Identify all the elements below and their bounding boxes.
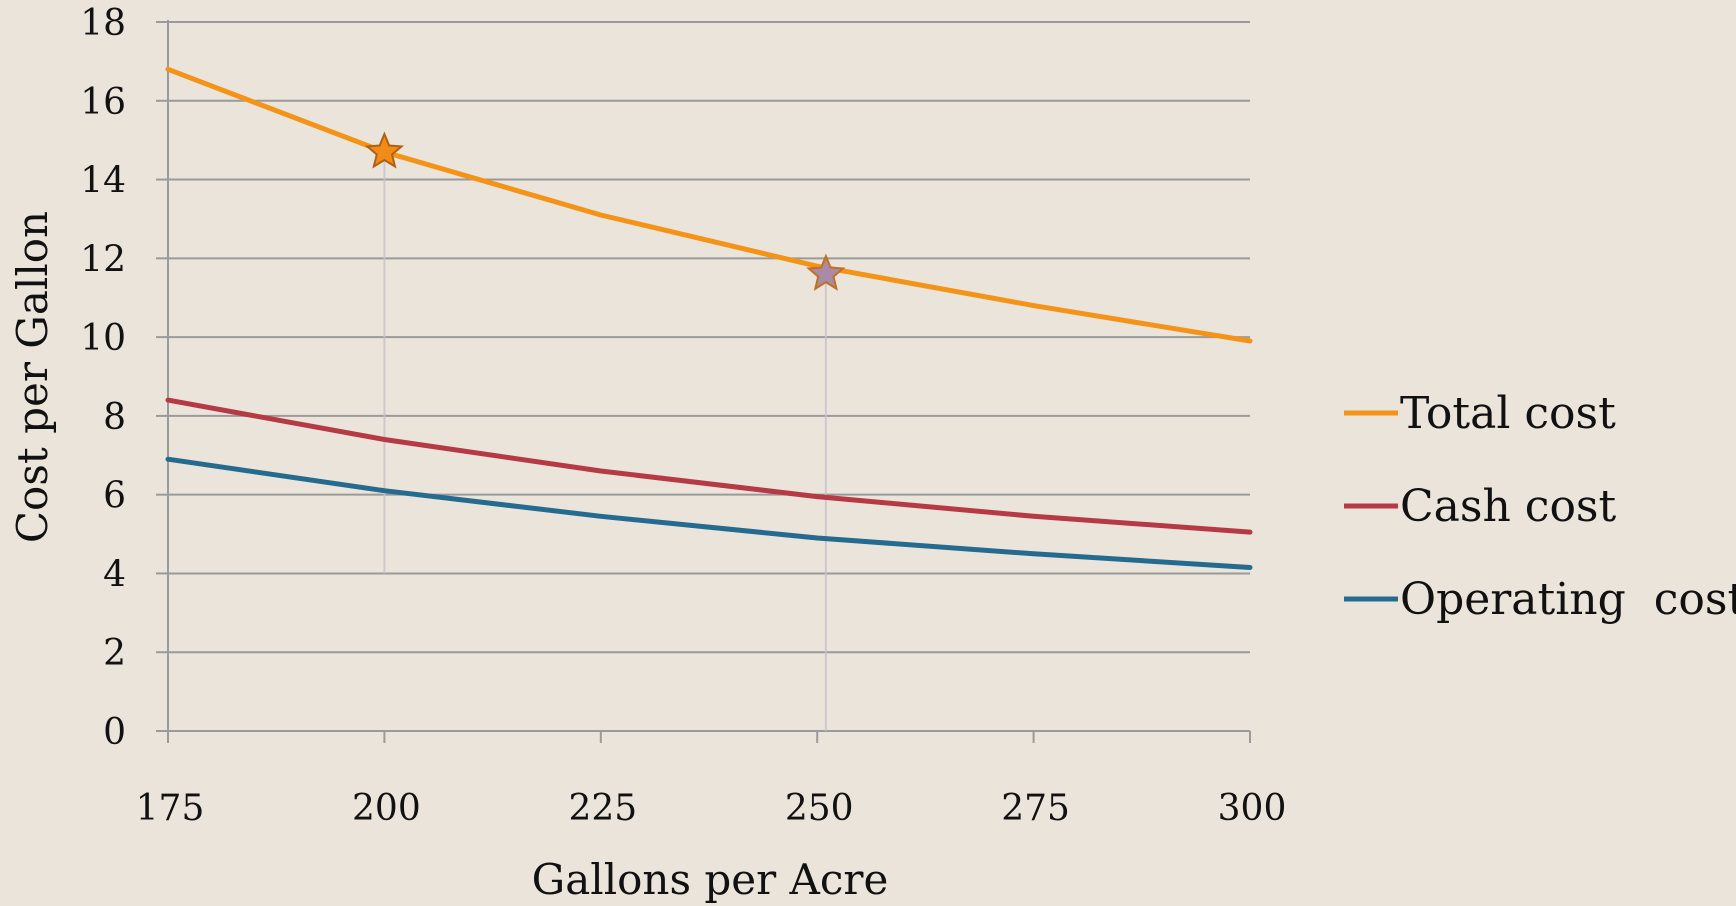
y-tick-label: 0 (103, 712, 126, 753)
star-marker-1 (364, 131, 405, 169)
legend-label-1: Total cost (1400, 388, 1616, 439)
y-tick-label: 10 (80, 318, 126, 359)
legend-label-2: Cash cost (1400, 481, 1617, 532)
annotation-markers (364, 131, 846, 291)
y-tick-label: 12 (80, 239, 126, 280)
x-axis-tick-labels: 175 200 225 250 275 300 (136, 788, 1287, 829)
legend: Total cost Cash cost Operating cost (1344, 388, 1736, 625)
x-axis-title: Gallons per Acre (532, 855, 889, 904)
x-tick-label: 225 (568, 788, 637, 829)
series-line-2 (165, 397, 1253, 535)
y-tick-label: 4 (103, 554, 126, 595)
gridlines (168, 21, 1250, 654)
series-lines (165, 66, 1253, 570)
x-tick-label: 175 (136, 788, 205, 829)
y-tick-label: 14 (80, 161, 126, 202)
x-tick-label: 275 (1001, 788, 1070, 829)
y-tick-label: 16 (80, 82, 126, 123)
y-tick-label: 18 (80, 3, 126, 44)
series-line-3 (165, 456, 1253, 570)
axes (156, 20, 1251, 743)
y-axis-title: Cost per Gallon (8, 211, 57, 543)
legend-label-3: Operating cost (1400, 574, 1736, 625)
star-marker-2 (806, 253, 846, 291)
y-tick-label: 6 (103, 476, 126, 517)
y-tick-label: 2 (103, 633, 126, 674)
x-tick-label: 300 (1218, 788, 1287, 829)
series-line-1 (165, 66, 1253, 344)
y-tick-label: 8 (103, 397, 126, 438)
x-tick-label: 200 (352, 788, 421, 829)
x-tick-label: 250 (785, 788, 854, 829)
annotation-lines (178, 151, 1263, 771)
y-axis-tick-labels: 0 2 4 6 8 10 12 14 16 18 (80, 3, 126, 753)
